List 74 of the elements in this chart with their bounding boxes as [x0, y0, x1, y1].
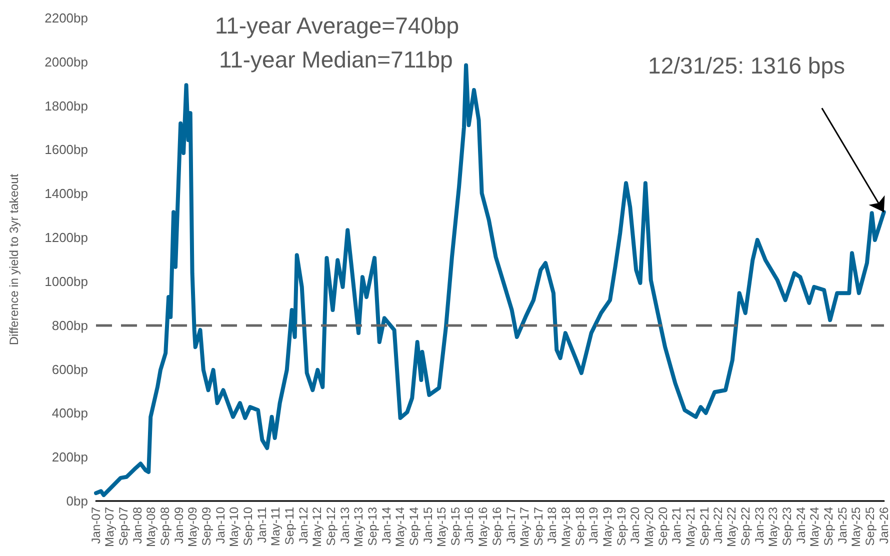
annotation: 12/31/25: 1316 bps: [648, 52, 846, 79]
y-tick-label: 200bp: [52, 450, 88, 465]
x-tick-label: Sep-25: [863, 506, 878, 546]
annotation: 11-year Median=711bp: [219, 46, 453, 72]
x-tick-label: May-09: [186, 506, 200, 548]
x-tick-label: Jan-11: [254, 506, 269, 543]
x-tick-label: May-07: [102, 506, 117, 548]
x-tick-label: May-22: [724, 506, 739, 548]
x-tick-label: Jan-18: [545, 506, 560, 544]
x-tick-label: Jan-20: [628, 506, 642, 544]
x-tick-label: Sep-13: [365, 506, 380, 546]
x-tick-label: May-19: [600, 506, 614, 548]
y-tick-label: 1600bp: [44, 142, 88, 158]
x-tick-label: Jan-24: [794, 506, 808, 544]
x-tick-label: Jan-22: [711, 506, 726, 544]
x-tick-label: Sep-15: [448, 506, 462, 546]
x-tick-label: Jan-13: [338, 506, 352, 544]
x-tick-label: May-24: [808, 506, 822, 548]
y-tick-label: 1400bp: [44, 186, 88, 202]
x-tick-label: Jan-10: [213, 506, 228, 544]
x-tick-label: Sep-20: [656, 506, 670, 546]
x-tick-label: Jan-17: [504, 506, 518, 544]
y-tick-label: 800bp: [52, 318, 88, 333]
x-tick-label: Sep-17: [531, 506, 546, 546]
x-tick-label: May-12: [310, 506, 324, 548]
x-tick-label: May-16: [476, 506, 490, 548]
x-tick-label: Sep-16: [490, 506, 504, 546]
x-tick-label: May-25: [849, 506, 864, 548]
x-tick-label: Jan-08: [130, 506, 144, 544]
x-tick-label: May-14: [392, 506, 407, 548]
y-tick-label: 2000bp: [44, 54, 88, 70]
x-tick-label: Sep-23: [780, 506, 794, 546]
x-tick-label: May-23: [766, 506, 780, 548]
x-tick-label: Jan-19: [586, 506, 601, 544]
x-tick-label: Jan-23: [752, 506, 767, 544]
y-tick-label: 0bp: [66, 494, 88, 508]
x-tick-label: May-08: [144, 506, 158, 548]
x-tick-label: Sep-18: [572, 506, 587, 546]
x-tick-label: May-11: [268, 506, 283, 546]
x-tick-label: Sep-08: [158, 506, 172, 546]
x-tick-label: Jan-25: [836, 506, 850, 544]
x-tick-label: Sep-24: [822, 506, 836, 546]
y-tick-label: 2200bp: [44, 10, 88, 26]
x-tick-label: Jan-26: [877, 506, 890, 544]
x-tick-label: Jan-07: [89, 506, 103, 544]
x-tick-label: Sep-12: [324, 506, 338, 546]
y-tick-label: 400bp: [52, 406, 88, 421]
x-tick-label: Jan-21: [670, 506, 684, 544]
x-tick-label: Sep-19: [614, 506, 628, 546]
x-tick-label: Jan-14: [379, 506, 394, 544]
y-tick-label: 1800bp: [44, 98, 88, 114]
y-tick-label: 1000bp: [44, 274, 88, 289]
x-tick-label: Sep-10: [241, 506, 256, 546]
x-tick-label: May-18: [558, 506, 573, 548]
x-tick-label: Sep-21: [697, 506, 712, 546]
y-axis-title: Difference in yield to 3yr takeout: [7, 173, 21, 346]
x-tick-label: May-21: [683, 506, 698, 548]
y-tick-label: 600bp: [52, 362, 88, 377]
x-tick-label: May-13: [352, 506, 366, 548]
x-tick-label: May-10: [227, 506, 242, 548]
x-tick-label: Jan-16: [462, 506, 476, 544]
x-tick-label: Sep-14: [406, 506, 421, 546]
x-tick-label: Sep-22: [738, 506, 753, 546]
y-tick-label: 1200bp: [44, 230, 88, 246]
x-tick-label: Jan-09: [172, 506, 186, 544]
x-tick-label: Jan-15: [420, 506, 435, 544]
x-tick-label: Sep-09: [200, 506, 214, 546]
x-tick-label: May-15: [434, 506, 448, 548]
x-tick-label: Sep-11: [282, 506, 296, 545]
x-tick-label: Sep-07: [116, 506, 131, 546]
annotation: 11-year Average=740bp: [215, 12, 460, 38]
x-tick-label: May-17: [517, 506, 532, 548]
x-tick-label: Jan-12: [296, 506, 310, 544]
x-tick-label: May-20: [642, 506, 656, 548]
